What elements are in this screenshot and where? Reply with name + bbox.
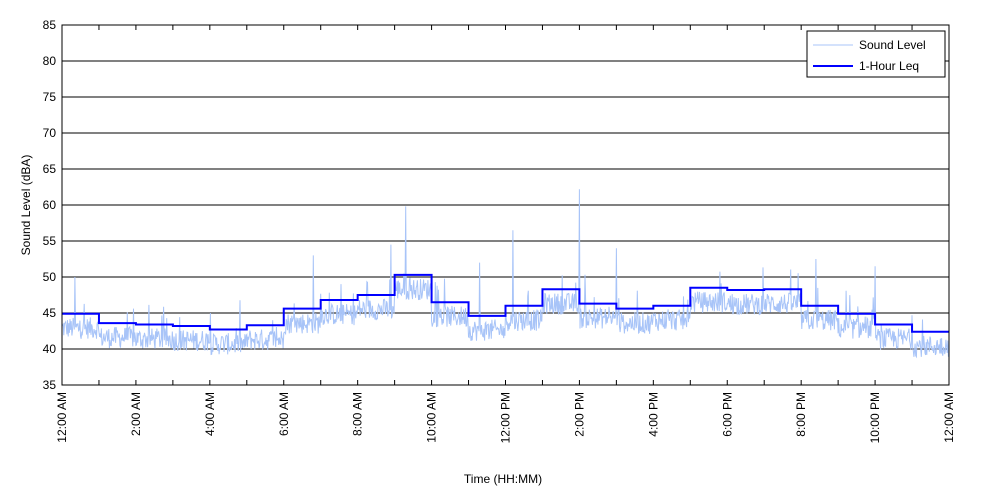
legend-label-sound-level: Sound Level [859,38,926,52]
y-tick-label: 60 [43,198,57,212]
x-tick-label: 8:00 AM [351,392,365,436]
leq-series [62,273,949,333]
legend: Sound Level 1-Hour Leq [806,30,946,78]
y-tick-label: 50 [43,270,57,284]
x-tick-label: 10:00 AM [425,392,439,443]
y-tick-label: 55 [43,234,57,248]
y-tick-label: 45 [43,306,57,320]
legend-label-leq: 1-Hour Leq [859,59,919,73]
x-tick-label: 8:00 PM [794,392,808,437]
x-axis-label: Time (HH:MM) [464,472,542,486]
x-tick-label: 6:00 AM [277,392,291,436]
x-tick-label: 10:00 PM [868,392,882,443]
sound-level-series [61,189,950,359]
y-axis-label: Sound Level (dBA) [19,155,33,256]
y-tick-label: 80 [43,54,57,68]
legend-box [806,30,946,78]
x-tick-label: 12:00 AM [55,392,69,443]
x-tick-label: 2:00 PM [572,392,586,437]
x-tick-label: 12:00 PM [499,392,513,443]
x-tick-label: 2:00 AM [129,392,143,436]
y-tick-label: 35 [43,378,57,392]
x-tick-label: 4:00 AM [203,392,217,436]
x-tick-label: 6:00 PM [720,392,734,437]
y-tick-label: 70 [43,126,57,140]
y-tick-label: 75 [43,90,57,104]
y-tick-label: 65 [43,162,57,176]
x-tick-label: 4:00 PM [646,392,660,437]
x-tick-label: 12:00 AM [942,392,956,443]
y-tick-label: 40 [43,342,57,356]
y-tick-label: 85 [43,18,57,32]
